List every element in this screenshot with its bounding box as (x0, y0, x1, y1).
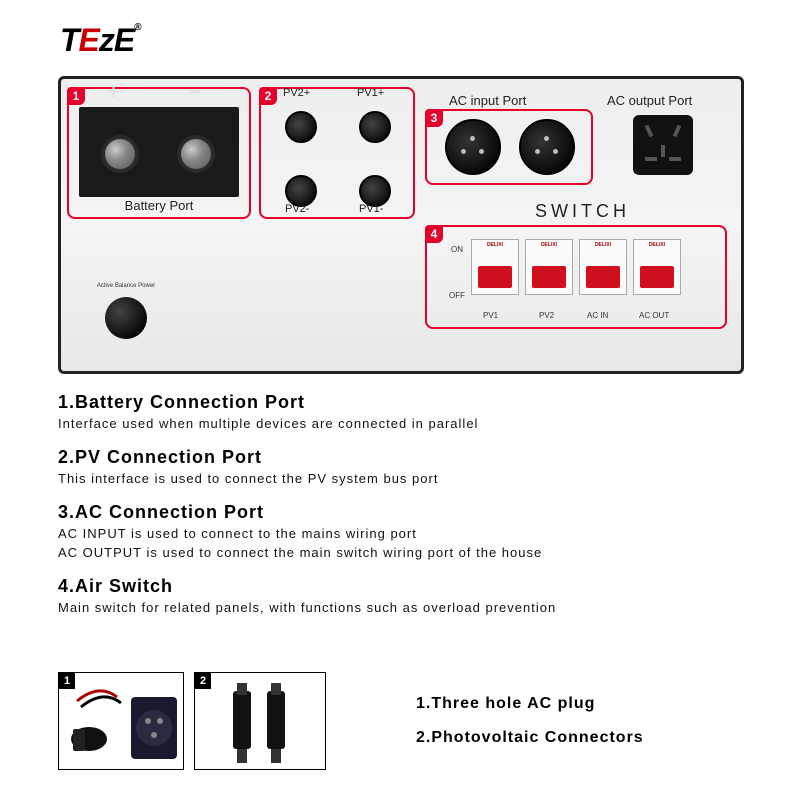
breaker-toggle-icon (586, 266, 620, 288)
switch-off-label: OFF (449, 291, 465, 300)
desc-title-1: 1.Battery Connection Port (58, 392, 744, 413)
battery-bolt-neg-icon (177, 135, 215, 173)
desc-title-4: 4.Air Switch (58, 576, 744, 597)
desc-body-4: Main switch for related panels, with fun… (58, 599, 744, 617)
pv-label-br: PV1- (359, 203, 383, 215)
breaker-brand-3: DELIXI (634, 242, 680, 248)
breaker-label-0: PV1 (483, 311, 498, 320)
pv-label-tl: PV2+ (283, 87, 310, 99)
desc-body-2: This interface is used to connect the PV… (58, 470, 744, 488)
desc-body-3: AC INPUT is used to connect to the mains… (58, 525, 744, 561)
description-list: 1.Battery Connection Port Interface used… (58, 392, 744, 631)
bottom-row: 1 2 1.Three hole AC plug 2.Photovoltaic … (58, 672, 644, 770)
breaker-acout: DELIXI (633, 239, 681, 295)
callout-num-1: 1 (67, 87, 85, 105)
desc-title-2: 2.PV Connection Port (58, 447, 744, 468)
callout-battery: 1 + − Battery Port (67, 87, 251, 219)
pv-connector-tl-icon (285, 111, 317, 143)
battery-port-label: Battery Port (69, 198, 249, 213)
thumb-num-1: 1 (59, 673, 75, 689)
polarity-minus: − (189, 79, 202, 105)
polarity-plus: + (107, 79, 120, 105)
pv-label-tr: PV1+ (357, 87, 384, 99)
breaker-brand-1: DELIXI (526, 242, 572, 248)
knob-label: Active Balance Power (91, 283, 161, 289)
ac-output-socket-icon (633, 115, 693, 175)
logo-part2: zE (99, 22, 134, 58)
callout-ac: 3 (425, 109, 593, 185)
breaker-label-2: AC IN (587, 311, 608, 320)
breaker-label-1: PV2 (539, 311, 554, 320)
bottom-text: 1.Three hole AC plug 2.Photovoltaic Conn… (416, 672, 644, 770)
bottom-line-2: 2.Photovoltaic Connectors (416, 729, 644, 747)
ac-input-connector-1-icon (445, 119, 501, 175)
desc-item-4: 4.Air Switch Main switch for related pan… (58, 576, 744, 617)
breaker-pv2: DELIXI (525, 239, 573, 295)
breaker-brand-2: DELIXI (580, 242, 626, 248)
callout-num-2: 2 (259, 87, 277, 105)
logo-reg: ® (134, 22, 140, 33)
ac-input-label: AC input Port (449, 93, 526, 108)
breaker-row: DELIXI DELIXI DELIXI DELIXI (471, 239, 681, 295)
bottom-line-1: 1.Three hole AC plug (416, 695, 644, 713)
pv-label-bl: PV2- (285, 203, 309, 215)
pv-connector-illustration-icon (195, 673, 327, 771)
switch-heading: SWITCH (535, 201, 630, 222)
pv-connector-tr-icon (359, 111, 391, 143)
breaker-acin: DELIXI (579, 239, 627, 295)
desc-item-1: 1.Battery Connection Port Interface used… (58, 392, 744, 433)
ac-input-connector-2-icon (519, 119, 575, 175)
logo-red: E (79, 22, 99, 58)
switch-on-label: ON (451, 245, 463, 254)
ac-plug-illustration-icon (59, 673, 185, 771)
breaker-toggle-icon (532, 266, 566, 288)
desc-item-2: 2.PV Connection Port This interface is u… (58, 447, 744, 488)
ac-output-label: AC output Port (607, 93, 692, 108)
callout-pv: 2 PV2+ PV1+ PV2- PV1- (259, 87, 415, 219)
callout-num-4: 4 (425, 225, 443, 243)
breaker-brand-0: DELIXI (472, 242, 518, 248)
thumb-pv-connectors: 2 (194, 672, 326, 770)
breaker-label-3: AC OUT (639, 311, 669, 320)
callout-switch: 4 ON OFF DELIXI DELIXI DELIXI DELIXI PV1… (425, 225, 727, 329)
callout-num-3: 3 (425, 109, 443, 127)
thumb-num-2: 2 (195, 673, 211, 689)
desc-title-3: 3.AC Connection Port (58, 502, 744, 523)
breaker-toggle-icon (640, 266, 674, 288)
thumb-ac-plug: 1 (58, 672, 184, 770)
brand-logo: TEzE® (60, 22, 141, 59)
balance-power-knob-icon (105, 297, 147, 339)
breaker-toggle-icon (478, 266, 512, 288)
desc-body-1: Interface used when multiple devices are… (58, 415, 744, 433)
device-panel: 1 + − Battery Port 2 PV2+ PV1+ PV2- PV1-… (58, 76, 744, 374)
battery-bolt-pos-icon (101, 135, 139, 173)
desc-item-3: 3.AC Connection Port AC INPUT is used to… (58, 502, 744, 561)
breaker-pv1: DELIXI (471, 239, 519, 295)
battery-terminal-block: + − (79, 107, 239, 197)
logo-part1: T (60, 22, 79, 58)
